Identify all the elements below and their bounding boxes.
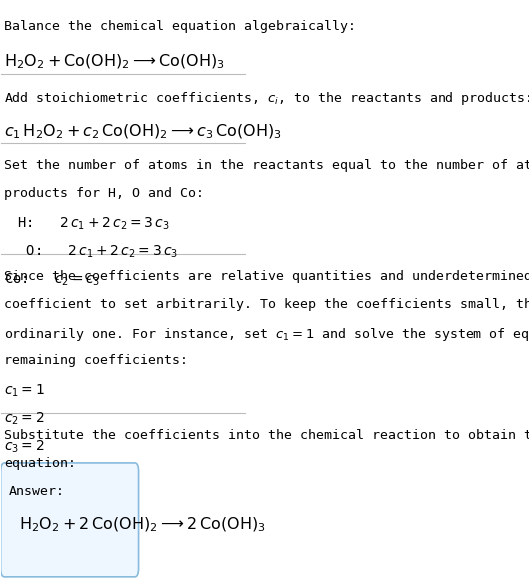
Text: $c_1 = 1$: $c_1 = 1$ bbox=[4, 382, 44, 399]
Text: coefficient to set arbitrarily. To keep the coefficients small, the arbitrary va: coefficient to set arbitrarily. To keep … bbox=[4, 298, 529, 311]
Text: $c_1\,\mathrm{H_2O_2} + c_2\,\mathrm{Co(OH)_2} \longrightarrow c_3\,\mathrm{Co(O: $c_1\,\mathrm{H_2O_2} + c_2\,\mathrm{Co(… bbox=[4, 122, 282, 141]
Text: ordinarily one. For instance, set $c_1 = 1$ and solve the system of equations fo: ordinarily one. For instance, set $c_1 =… bbox=[4, 326, 529, 343]
Text: Substitute the coefficients into the chemical reaction to obtain the balanced: Substitute the coefficients into the che… bbox=[4, 429, 529, 442]
Text: Set the number of atoms in the reactants equal to the number of atoms in the: Set the number of atoms in the reactants… bbox=[4, 159, 529, 172]
Text: equation:: equation: bbox=[4, 457, 76, 470]
Text: $c_3 = 2$: $c_3 = 2$ bbox=[4, 438, 44, 455]
Text: $c_2 = 2$: $c_2 = 2$ bbox=[4, 410, 44, 427]
Text: Balance the chemical equation algebraically:: Balance the chemical equation algebraica… bbox=[4, 20, 356, 33]
Text: Since the coefficients are relative quantities and underdetermined, choose a: Since the coefficients are relative quan… bbox=[4, 270, 529, 283]
FancyBboxPatch shape bbox=[1, 463, 139, 577]
Text: Answer:: Answer: bbox=[9, 484, 65, 498]
Text: Co:   $c_2 = c_3$: Co: $c_2 = c_3$ bbox=[4, 271, 100, 288]
Text: O:   $2\,c_1 + 2\,c_2 = 3\,c_3$: O: $2\,c_1 + 2\,c_2 = 3\,c_3$ bbox=[8, 243, 178, 259]
Text: $\mathrm{H_2O_2 + Co(OH)_2 \longrightarrow Co(OH)_3}$: $\mathrm{H_2O_2 + Co(OH)_2 \longrightarr… bbox=[4, 52, 225, 70]
Text: products for H, O and Co:: products for H, O and Co: bbox=[4, 187, 204, 200]
Text: $\mathrm{H_2O_2} + 2\,\mathrm{Co(OH)_2} \longrightarrow 2\,\mathrm{Co(OH)_3}$: $\mathrm{H_2O_2} + 2\,\mathrm{Co(OH)_2} … bbox=[19, 515, 266, 534]
Text: remaining coefficients:: remaining coefficients: bbox=[4, 355, 188, 367]
Text: Add stoichiometric coefficients, $c_i$, to the reactants and products:: Add stoichiometric coefficients, $c_i$, … bbox=[4, 90, 529, 107]
Text: H:   $2\,c_1 + 2\,c_2 = 3\,c_3$: H: $2\,c_1 + 2\,c_2 = 3\,c_3$ bbox=[8, 215, 170, 232]
